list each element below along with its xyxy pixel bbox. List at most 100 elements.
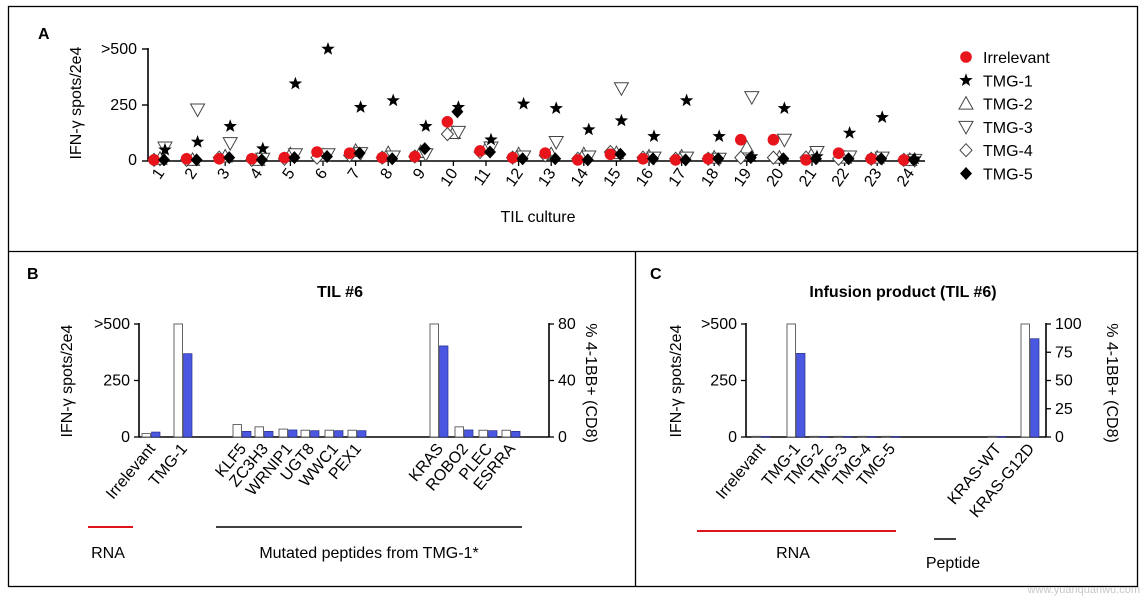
panel-a-xtick-label: 1 — [149, 165, 168, 182]
panel-b-bar-41bb — [264, 431, 274, 438]
panel-b-bar-spots — [232, 424, 242, 438]
panel-a-point — [647, 129, 661, 142]
panel-c-bar-spots — [1020, 323, 1030, 438]
panel-c-bar-spots — [809, 435, 819, 438]
panel-c-y2tick: 50 — [1055, 373, 1073, 390]
panel-a-xtick-label: 7 — [345, 165, 364, 182]
panel-b-group-rna: RNA — [91, 545, 125, 562]
panel-a-point — [637, 152, 649, 165]
panel-a-point — [343, 147, 356, 159]
panel-b-bar-41bb — [242, 431, 252, 438]
panel-a-point — [898, 154, 910, 166]
panel-a-point — [451, 105, 464, 119]
watermark: www.yuanquanwu.com — [1026, 584, 1140, 596]
panel-a-point — [865, 152, 877, 165]
panel-a-point — [148, 154, 160, 166]
panel-a-point — [222, 137, 239, 152]
panel-a-xtick-label: 16 — [633, 165, 657, 189]
panel-c-ylabel: IFN-γ spots/2e4 — [668, 324, 685, 437]
panel-a-point — [735, 133, 747, 146]
panel-a-point — [679, 93, 694, 107]
panel-a-point — [766, 150, 781, 165]
panel-c-bars — [751, 323, 1040, 438]
panel-b-ytick: >500 — [94, 316, 130, 333]
panel-c-ytick: 0 — [728, 429, 737, 446]
panel-b-y2tick: 80 — [558, 316, 576, 333]
panel-a-point — [743, 91, 760, 106]
panel-a-legend-marker — [960, 51, 972, 63]
panel-a-point — [386, 93, 400, 107]
panel-a-point — [321, 150, 333, 164]
panel-a-xtick-label: 13 — [535, 165, 559, 189]
panel-a-point — [832, 147, 845, 159]
panel-a-xtick-label: 6 — [312, 165, 331, 182]
panel-a-xtick-label: 18 — [698, 165, 722, 189]
panel-b-bar-spots — [173, 323, 183, 438]
panel-b-bar-spots — [478, 429, 488, 438]
panel-a-xtick-label: 24 — [894, 165, 918, 189]
panel-a-point — [158, 142, 172, 156]
panel-a-xtick-label: 20 — [764, 165, 788, 189]
panel-a-point — [581, 153, 594, 167]
panel-a-point — [907, 153, 920, 167]
panel-b-y2tick: 0 — [558, 429, 567, 446]
panel-a-point — [386, 152, 399, 166]
panel-c-y2label: % 4-1BB+ (CD8) — [1103, 323, 1120, 443]
panel-b-bar-41bb — [183, 353, 193, 438]
panel-c-bar-spots — [833, 435, 843, 438]
panel-a-legend-label: Irrelevant — [983, 50, 1050, 67]
panel-c-letter: C — [650, 266, 662, 283]
panel-a-point — [190, 135, 205, 148]
panel-a-point — [353, 146, 366, 160]
panel-a-point — [506, 151, 519, 164]
panel-c-bar-spots — [751, 435, 761, 438]
panel-c-bar-spots — [786, 323, 796, 438]
panel-a-xtick-label: 17 — [666, 165, 690, 189]
panel-b-bar-41bb — [334, 430, 344, 438]
panel-a-xtick-label: 11 — [471, 165, 495, 188]
panel-a-legend-label: TMG-3 — [983, 120, 1033, 137]
panel-c-bar-41bb — [761, 436, 771, 438]
panel-b-letter: B — [27, 266, 39, 283]
panel-a-point — [777, 152, 790, 166]
panel-a-point — [647, 152, 659, 166]
panel-a-legend-marker — [958, 95, 974, 110]
panel-a-xtick-label: 8 — [377, 165, 396, 182]
panel-a-point — [614, 113, 629, 127]
panel-a-point — [288, 76, 303, 90]
panel-b-bar-41bb — [357, 430, 367, 438]
panel-b-bar-spots — [254, 426, 264, 438]
panel-a-point — [321, 42, 335, 55]
panel-a-xtick-label: 21 — [796, 165, 820, 189]
panel-b-ytick: 0 — [121, 429, 130, 446]
panel-a-point — [450, 125, 467, 140]
panel-a-point — [278, 151, 291, 164]
panel-c-bar-41bb — [843, 436, 853, 438]
panel-b-bar-spots — [429, 323, 439, 438]
panel-a-point — [777, 101, 792, 114]
panel-c-bar-41bb — [891, 436, 901, 438]
panel-b-bar-spots — [278, 428, 288, 438]
panel-a-point — [613, 82, 630, 97]
panel-b-bar-41bb — [464, 429, 474, 438]
panel-b-bars — [141, 323, 521, 438]
panel-a-point — [767, 133, 780, 146]
panel-a-point — [604, 148, 617, 161]
panel-a-xtick-label: 22 — [829, 165, 853, 189]
panel-a-point — [712, 152, 725, 166]
panel-a-ytick-500: >500 — [101, 41, 137, 58]
panel-a-legend-label: TMG-2 — [983, 97, 1033, 114]
panel-a-point — [440, 126, 455, 142]
panel-b-bar-spots — [347, 429, 357, 438]
panel-a-legend: Irrelevant TMG-1 TMG-2 TMG-3 TMG-4 TMG-5 — [958, 50, 1050, 184]
panel-c-y2tick: 25 — [1055, 401, 1073, 418]
panel-a-point — [842, 152, 855, 166]
panel-c-bar-41bb — [867, 436, 877, 438]
panel-c-group-rna: RNA — [776, 545, 810, 562]
panel-b-group-peptides: Mutated peptides from TMG-1* — [259, 545, 478, 562]
panel-a-point — [223, 119, 237, 132]
panel-c-group-peptide: Peptide — [926, 555, 980, 572]
panel-b-bar-41bb — [488, 430, 498, 438]
panel-a-legend-marker — [959, 73, 973, 86]
